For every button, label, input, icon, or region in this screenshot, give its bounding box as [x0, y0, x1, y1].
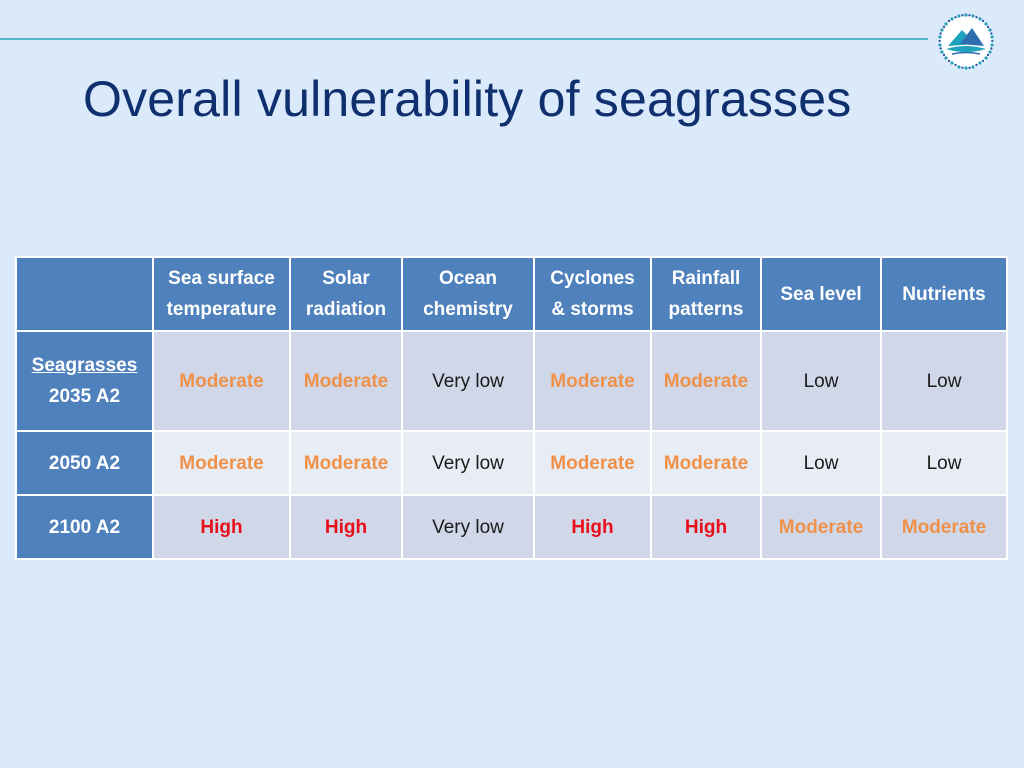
header-line: Sea surface — [168, 268, 275, 289]
table-cell: Very low — [401, 430, 535, 496]
table-cell: Moderate — [760, 494, 882, 560]
header-cell-empty — [15, 256, 154, 332]
header-line: Solar — [322, 268, 370, 289]
header-solar-radiation: Solar radiation — [289, 256, 403, 332]
level-value: Moderate — [663, 370, 749, 392]
table-cell: Moderate — [650, 330, 762, 432]
level-value: Moderate — [179, 452, 264, 474]
table-cell: High — [533, 494, 652, 560]
level-value: Moderate — [179, 370, 264, 392]
table-cell: High — [152, 494, 291, 560]
table-cell: Low — [760, 430, 882, 496]
table-row: 2050 A2 Moderate Moderate Very low Moder… — [15, 430, 1008, 496]
level-value: Very low — [432, 516, 504, 538]
seagrasses-link[interactable]: Seagrasses — [31, 355, 138, 376]
row-label: 2100 A2 — [48, 516, 121, 538]
header-line: chemistry — [423, 299, 513, 320]
table-cell: Very low — [401, 330, 535, 432]
header-line: Rainfall — [671, 268, 741, 289]
table-cell: Low — [760, 330, 882, 432]
table-header-row: Sea surface temperature Solar radiation … — [15, 256, 1008, 332]
header-line: Nutrients — [902, 283, 986, 305]
header-line: temperature — [166, 299, 277, 320]
table-cell: Moderate — [289, 430, 403, 496]
slide-title: Overall vulnerability of seagrasses — [83, 71, 852, 127]
level-value: Moderate — [901, 516, 987, 538]
table-cell: Moderate — [533, 330, 652, 432]
header-sea-surface-temperature: Sea surface temperature — [152, 256, 291, 332]
table-cell: Moderate — [152, 430, 291, 496]
table-cell: Low — [880, 430, 1008, 496]
header-line: & storms — [551, 299, 634, 320]
level-value: High — [684, 516, 728, 538]
level-value: Low — [803, 370, 839, 392]
table-cell: High — [650, 494, 762, 560]
header-nutrients: Nutrients — [880, 256, 1008, 332]
level-value: Moderate — [778, 516, 864, 538]
level-value: Moderate — [303, 370, 389, 392]
level-value: Moderate — [663, 452, 749, 474]
header-line: patterns — [668, 299, 744, 320]
row-header-2050: 2050 A2 — [15, 430, 154, 496]
table-cell: High — [289, 494, 403, 560]
vulnerability-table: Sea surface temperature Solar radiation … — [15, 256, 1008, 560]
table-cell: Moderate — [880, 494, 1008, 560]
table-cell: Moderate — [650, 430, 762, 496]
level-value: Very low — [432, 370, 504, 392]
header-rainfall-patterns: Rainfall patterns — [650, 256, 762, 332]
level-value: Low — [803, 452, 839, 474]
row-header-2100: 2100 A2 — [15, 494, 154, 560]
table-row: Seagrasses 2035 A2 Moderate Moderate Ver… — [15, 330, 1008, 432]
row-label: 2050 A2 — [48, 452, 121, 474]
header-line: Sea level — [780, 283, 862, 305]
row-header-2035: Seagrasses 2035 A2 — [15, 330, 154, 432]
header-ocean-chemistry: Ocean chemistry — [401, 256, 535, 332]
level-value: Moderate — [550, 370, 635, 392]
header-sea-level: Sea level — [760, 256, 882, 332]
level-value: Low — [926, 370, 962, 392]
header-line: Cyclones — [550, 268, 635, 289]
row-label: 2035 A2 — [48, 386, 121, 407]
header-line: Ocean — [438, 268, 498, 289]
table-cell: Moderate — [152, 330, 291, 432]
ocean-island-logo-icon — [938, 13, 994, 70]
table-cell: Very low — [401, 494, 535, 560]
level-value: High — [324, 516, 368, 538]
top-divider-line — [0, 38, 928, 40]
table-cell: Moderate — [533, 430, 652, 496]
table-cell: Low — [880, 330, 1008, 432]
level-value: High — [200, 516, 243, 538]
table-row: 2100 A2 High High Very low High High Mod… — [15, 494, 1008, 560]
level-value: Low — [926, 452, 962, 474]
level-value: High — [571, 516, 614, 538]
level-value: Moderate — [303, 452, 389, 474]
header-cyclones-storms: Cyclones & storms — [533, 256, 652, 332]
header-line: radiation — [305, 299, 387, 320]
table-cell: Moderate — [289, 330, 403, 432]
level-value: Moderate — [550, 452, 635, 474]
level-value: Very low — [432, 452, 504, 474]
